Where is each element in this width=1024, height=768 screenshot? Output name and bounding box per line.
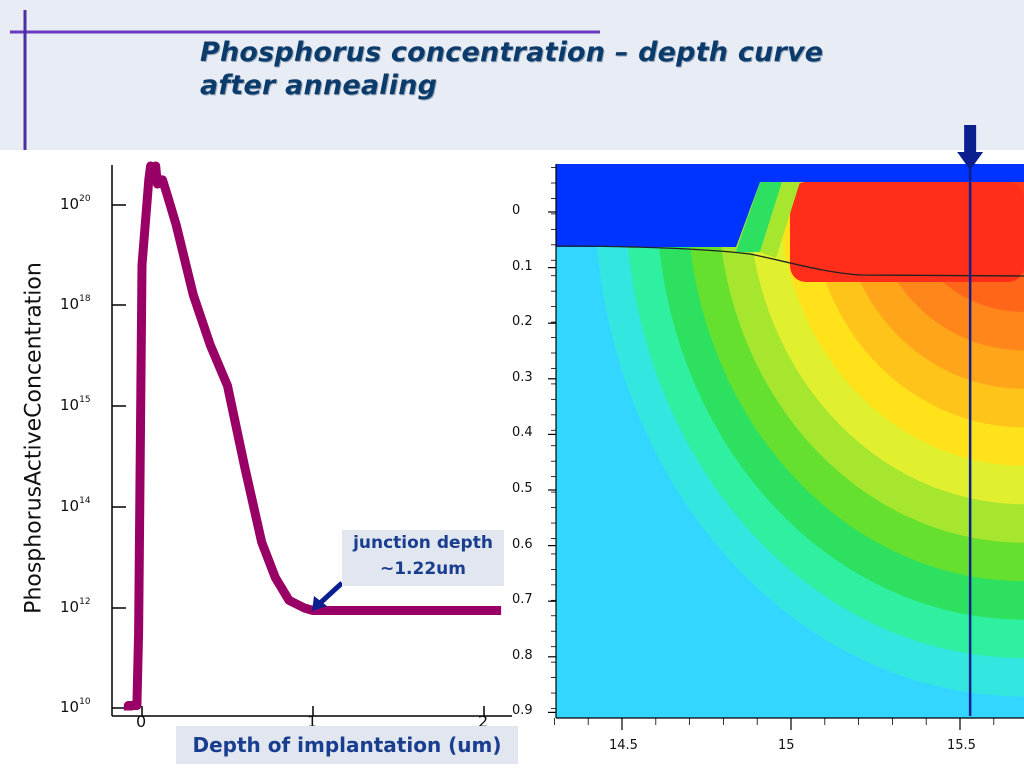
- slide-title: Phosphorus concentration – depth curve a…: [200, 36, 823, 102]
- callout-arrow: [316, 581, 344, 607]
- left-x-tick-label: 2: [478, 712, 489, 731]
- oxide-edge-band-1: [736, 182, 782, 252]
- left-x-axis-label: Depth of implantation (um): [176, 726, 518, 764]
- oxide-edge-band-2: [760, 182, 800, 258]
- left-x-ticks: [141, 706, 485, 716]
- heatmap-x-tick-label: 14.5: [609, 738, 638, 753]
- heatmap-y-tick-label: 0.8: [512, 647, 533, 663]
- slide-title-line2: after annealing: [200, 70, 438, 101]
- cutline-arrow: [957, 125, 984, 170]
- slide-header: [0, 0, 1024, 150]
- contour-bands: [556, 164, 1024, 718]
- heatmap-y-tick-label: 0.7: [512, 592, 533, 608]
- left-y-tick-label: 1020: [60, 194, 91, 213]
- slide-title-line1: Phosphorus concentration – depth curve: [200, 37, 824, 68]
- heatmap-y-tick-label: 0.6: [512, 536, 533, 552]
- heatmap-x-tick-label: 15: [778, 738, 795, 753]
- heatmap-x-tick-label: 15.5: [947, 738, 976, 753]
- junction-depth-callout: junction depth ~1.22um: [342, 530, 504, 586]
- heatmap-y-tick-label: 0.9: [512, 703, 533, 719]
- left-y-tick-label: 1010: [60, 697, 91, 716]
- left-y-tick-label: 1018: [60, 294, 91, 313]
- concentration-curve: [123, 161, 502, 711]
- heatmap-y-tick-label: 0.5: [512, 481, 533, 496]
- heatmap-y-tick-label: 0.4: [512, 425, 533, 441]
- left-x-tick-label: 0: [136, 712, 147, 731]
- left-y-tick-label: 1012: [60, 597, 91, 616]
- left-x-tick-label: 1: [307, 712, 318, 731]
- callout-line2: ~1.22um: [379, 559, 466, 579]
- left-y-tick-label: 1014: [60, 496, 91, 515]
- interface-line: [556, 245, 1024, 277]
- heatmap-y-tick-label: 0.3: [512, 369, 533, 385]
- heatmap-y-tick-label: 0.2: [512, 314, 533, 330]
- callout-line1: junction depth: [353, 533, 493, 553]
- heatmap-y-tick-label: 0: [512, 203, 521, 218]
- peak-band: [790, 182, 1024, 282]
- oxide-region: [556, 164, 1024, 247]
- callout-arrowhead: [312, 596, 327, 611]
- heatmap-x-ticks: [554, 718, 995, 730]
- left-y-tick-label: 1015: [60, 395, 91, 414]
- concentration-bands: [564, 164, 1024, 718]
- heatmap-y-tick-label: 0.1: [512, 258, 533, 274]
- heatmap-y-ticks: [548, 167, 556, 714]
- left-y-ticks: [112, 204, 126, 709]
